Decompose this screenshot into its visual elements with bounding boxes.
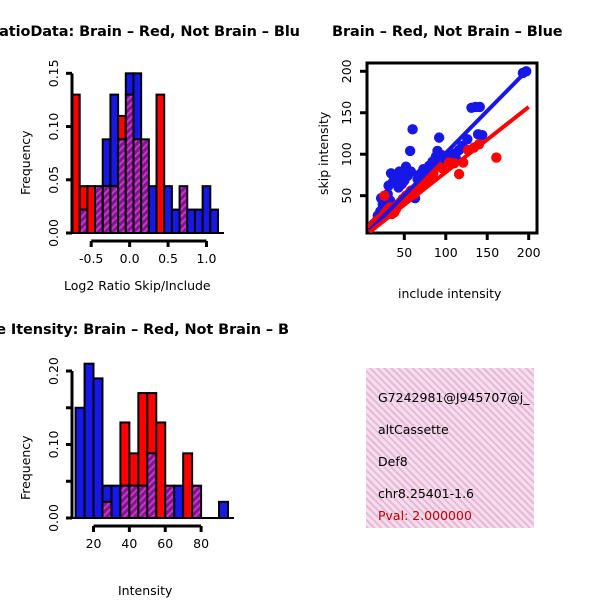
scatter-point: [433, 132, 445, 143]
scatter-point: [405, 166, 417, 177]
histogram-bin: [94, 185, 104, 234]
y-tick-label: 0.00: [46, 219, 61, 247]
scatter-points-group: [367, 66, 532, 233]
histogram-bin: [92, 377, 104, 520]
histogram-bin: [155, 421, 167, 519]
histogram-bin: [155, 93, 166, 234]
histogram-bin: [170, 208, 181, 234]
histogram-bin: [146, 392, 158, 519]
scatter-point: [407, 124, 418, 135]
ratio-histogram-xlabel: Log2 Ratio Skip/Include: [64, 278, 211, 293]
histogram-bin: [83, 362, 95, 519]
scatter-plot: 50 100 150 200 50 100 150 200: [339, 59, 541, 260]
scatter-point: [379, 190, 390, 201]
x-tick-label: 0.0: [120, 251, 140, 266]
histogram-bin: [209, 208, 220, 234]
histogram-bin: [128, 452, 140, 519]
y-tick-label: 200: [339, 59, 354, 83]
annotation-line-locus: chr8.25401-1.6: [378, 486, 475, 501]
scatter-point: [491, 152, 502, 163]
histogram-bin: [140, 138, 150, 235]
histogram-bin: [119, 421, 131, 519]
y-tick-label: 0.10: [46, 113, 61, 141]
annotation-line-gene-symbol: Def8: [378, 454, 408, 469]
regression-line: [368, 69, 529, 232]
scatter-ylabel: skip intensity: [316, 111, 331, 195]
annotation-line-event-type: altCassette: [378, 422, 449, 437]
annotation-line-gene-id: G7242981@J945707@j_: [378, 390, 530, 405]
histogram-bin: [201, 185, 212, 234]
y-tick-label: 50: [339, 188, 354, 204]
histogram-bin: [218, 500, 230, 520]
intensity-histogram-ylabel: Frequency: [18, 435, 33, 500]
histogram-bin: [164, 484, 176, 519]
histogram-bin: [74, 406, 86, 519]
ratio-histogram-plot: 0.00 0.05 0.10 0.15 -0.5 0.0 0.5 1.0: [46, 59, 224, 266]
histogram-bin: [86, 185, 97, 234]
x-tick-label: 20: [86, 536, 102, 551]
histogram-bin: [137, 392, 149, 519]
scatter-point: [477, 129, 488, 141]
histogram-bin: [101, 484, 113, 520]
intensity-histogram-plot: 0.00 0.10 0.20 20 40 60 80: [46, 357, 234, 551]
histogram-bin: [182, 452, 194, 519]
plot-frame: [365, 61, 539, 235]
histogram-bin: [173, 484, 185, 519]
panel-intensity-scatter: Brain – Red, Not Brain – Blue skip inten…: [300, 0, 600, 301]
histogram-bin: [78, 185, 89, 234]
y-tick-label: 100: [339, 142, 354, 166]
intensity-histogram-title: ne Itensity: Brain – Red, Not Brain – B: [0, 322, 289, 338]
histogram-bin: [117, 114, 127, 235]
histogram-bin: [101, 138, 112, 234]
x-tick-label: 40: [121, 536, 137, 551]
histogram-bin: [110, 484, 122, 519]
gene-annotation-box: G7242981@J945707@j_ altCassette Def8 chr…: [366, 368, 534, 528]
regression-line: [368, 105, 530, 233]
histogram-bin: [186, 208, 196, 234]
scatter-xlabel: include intensity: [398, 286, 502, 301]
histogram-bin: [163, 185, 173, 234]
y-tick-label: 0.10: [46, 431, 61, 459]
ratio-histogram-ylabel: Frequency: [18, 130, 33, 195]
x-tick-label: 60: [157, 536, 173, 551]
y-tick-label: 150: [339, 101, 354, 125]
histogram-bin: [178, 185, 189, 234]
histogram-bin: [124, 72, 135, 234]
panel-ratio-histogram: RatioData: Brain – Red, Not Brain – Blu …: [0, 0, 300, 300]
histogram-bin: [147, 185, 158, 234]
x-tick-label: 1.0: [197, 251, 217, 266]
intensity-histogram-xlabel: Intensity: [118, 583, 173, 598]
x-tick-label: 200: [517, 245, 541, 260]
panel-intensity-histogram: ne Itensity: Brain – Red, Not Brain – B …: [0, 300, 300, 600]
panel-annotation: G7242981@J945707@j_ altCassette Def8 chr…: [300, 300, 600, 600]
x-tick-label: 50: [396, 245, 412, 260]
annotation-line-pval: Pval: 2.000000: [378, 508, 472, 523]
scatter-point: [453, 168, 465, 180]
y-tick-label: 0.15: [46, 59, 61, 87]
x-tick-label: -0.5: [79, 251, 103, 266]
histogram-bin: [193, 208, 204, 234]
x-tick-label: 150: [475, 245, 499, 260]
histogram-bin: [109, 93, 120, 234]
y-tick-label: 0.00: [46, 504, 61, 532]
x-tick-label: 80: [193, 536, 209, 551]
scatter-point: [404, 145, 416, 157]
scatter-point: [462, 134, 473, 145]
x-tick-label: 100: [434, 245, 458, 260]
ratio-histogram-title: RatioData: Brain – Red, Not Brain – Blu: [0, 24, 300, 40]
histogram-bin: [191, 484, 203, 519]
histogram-bin: [132, 72, 143, 235]
y-tick-label: 0.05: [46, 166, 61, 194]
x-tick-label: 0.5: [158, 251, 178, 266]
y-tick-label: 0.20: [46, 357, 61, 385]
scatter-point: [474, 101, 485, 113]
scatter-title: Brain – Red, Not Brain – Blue: [332, 24, 563, 40]
